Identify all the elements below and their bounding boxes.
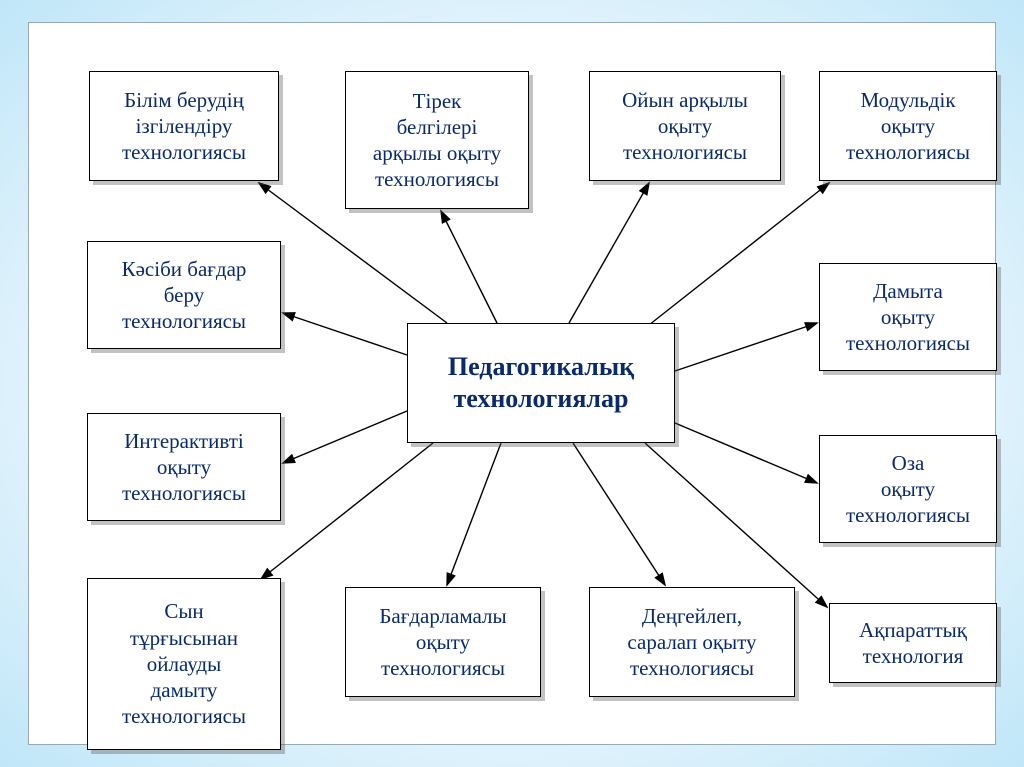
- arrow-5: [283, 313, 407, 355]
- outer-node-label-n1: Білім берудің ізгілендіру технологиясы: [122, 87, 246, 166]
- outer-node-label-n5: Кәсіби бағдар беру технологиясы: [122, 256, 247, 335]
- outer-node-label-n3: Ойын арқылы оқыту технологиясы: [622, 87, 748, 166]
- outer-node-n9: Сын тұрғысынан ойлауды дамыту технология…: [87, 578, 281, 750]
- outer-node-label-n8: Оза оқыту технологиясы: [846, 450, 970, 529]
- arrow-8: [675, 423, 817, 483]
- arrow-11: [573, 443, 665, 585]
- page: Педагогикалық технологиялар Білім берудің…: [0, 0, 1024, 767]
- outer-node-n3: Ойын арқылы оқыту технологиясы: [589, 71, 781, 181]
- outer-node-label-n4: Модульдік оқыту технологиясы: [846, 87, 970, 166]
- outer-node-n8: Оза оқыту технологиясы: [819, 435, 997, 543]
- arrow-3: [569, 183, 649, 323]
- outer-node-n11: Деңгейлеп, саралап оқыту технологиясы: [589, 587, 795, 697]
- outer-node-n5: Кәсіби бағдар беру технологиясы: [87, 241, 281, 349]
- outer-node-n1: Білім берудің ізгілендіру технологиясы: [89, 71, 279, 181]
- outer-node-n6: Дамыта оқыту технологиясы: [819, 263, 997, 371]
- arrow-12: [645, 443, 827, 607]
- arrow-2: [441, 211, 497, 323]
- center-node: Педагогикалық технологиялар: [407, 323, 675, 443]
- outer-node-label-n10: Бағдарламалы оқыту технологиясы: [379, 603, 506, 682]
- outer-node-label-n2: Тірек белгілері арқылы оқыту технологияс…: [373, 88, 501, 193]
- arrow-10: [447, 443, 501, 585]
- outer-node-label-n7: Интерактивті оқыту технологиясы: [122, 428, 246, 507]
- outer-node-n4: Модульдік оқыту технологиясы: [819, 71, 997, 181]
- center-node-label: Педагогикалық технологиялар: [448, 351, 634, 416]
- arrow-7: [283, 411, 407, 463]
- arrow-6: [675, 323, 817, 371]
- arrow-4: [649, 183, 829, 325]
- outer-node-n10: Бағдарламалы оқыту технологиясы: [345, 587, 541, 697]
- outer-node-label-n12: Ақпараттық технология: [859, 617, 967, 670]
- outer-node-label-n9: Сын тұрғысынан ойлауды дамыту технология…: [122, 598, 246, 729]
- arrow-9: [261, 443, 433, 579]
- outer-node-n2: Тірек белгілері арқылы оқыту технологияс…: [345, 71, 529, 209]
- content-frame: Педагогикалық технологиялар Білім берудің…: [28, 22, 996, 745]
- outer-node-n12: Ақпараттық технология: [829, 603, 997, 683]
- outer-node-n7: Интерактивті оқыту технологиясы: [87, 413, 281, 521]
- outer-node-label-n6: Дамыта оқыту технологиясы: [846, 278, 970, 357]
- outer-node-label-n11: Деңгейлеп, саралап оқыту технологиясы: [627, 603, 756, 682]
